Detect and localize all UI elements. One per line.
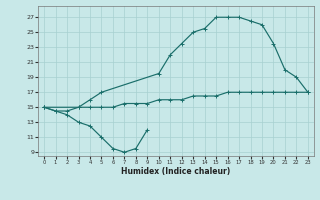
- X-axis label: Humidex (Indice chaleur): Humidex (Indice chaleur): [121, 167, 231, 176]
